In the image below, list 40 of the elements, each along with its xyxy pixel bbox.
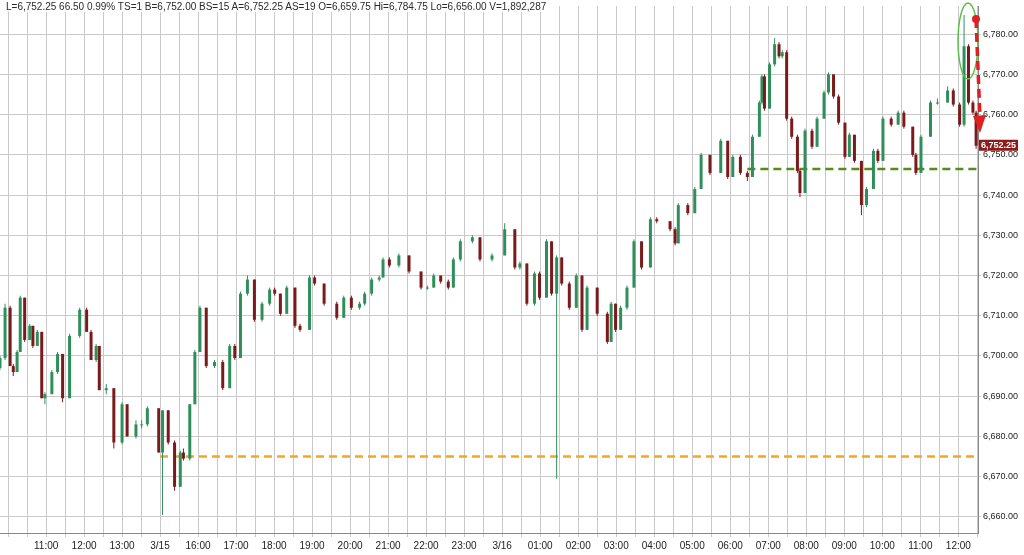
x-tick-label: 09:00 [831,539,858,551]
y-tick-label: 6,700.00 [983,350,1019,361]
annotation: L=6,752.25 66.50 0.99% TS=1 B=6,752.00 BS=15 A=6,752.25 AS=19 O=6,659.75 Hi=6,784.75 Lo=6,656.00 V=1,892,287 [6,1,547,12]
x-tick-label: 05:00 [679,539,706,551]
x-tick-label: 03:00 [603,539,630,551]
y-tick-label: 6,760.00 [983,109,1019,120]
y-tick-label: 6,690.00 [983,390,1019,401]
x-tick-label: 13:00 [109,539,135,551]
y-tick-label: 6,670.00 [983,471,1019,482]
y-tick-label: 6,660.00 [983,511,1019,522]
x-tick-label: 01:00 [527,539,554,551]
x-tick-label: 23:00 [451,539,478,551]
y-tick-label: 6,780.00 [983,28,1019,39]
x-tick-label: 16:00 [185,539,211,551]
x-tick-label: 18:00 [261,539,287,551]
x-tick-label: 21:00 [375,539,402,551]
x-tick-label: 02:00 [565,539,592,551]
x-tick-label: 19:00 [299,539,326,551]
x-tick-label: 11:00 [908,539,933,551]
x-tick-label: 17:00 [223,539,249,551]
x-tick-label: 12:00 [71,539,98,551]
x-tick-label: 12:00 [945,539,972,551]
x-tick-label: 07:00 [755,539,782,551]
x-tick-label: 06:00 [717,539,744,551]
y-tick-label: 6,740.00 [983,189,1019,200]
x-tick-label: 08:00 [793,539,820,551]
x-tick-label: 04:00 [641,539,668,551]
y-tick-label: 6,710.00 [983,310,1019,321]
y-tick-label: 6,750.00 [983,149,1019,160]
text: 6,752.25 [981,140,1017,151]
y-tick-label: 6,770.00 [983,68,1019,79]
x-tick-label: 22:00 [413,539,440,551]
x-tick-label: 3/16 [492,539,513,551]
y-tick-label: 6,730.00 [983,229,1019,240]
x-tick-label: 20:00 [337,539,364,551]
y-tick-label: 6,720.00 [983,270,1019,281]
x-tick-label: 10:00 [869,539,896,551]
y-tick-label: 6,680.00 [983,430,1019,441]
x-tick-label: 3/15 [150,539,171,551]
x-tick-label: 11:00 [34,539,59,551]
